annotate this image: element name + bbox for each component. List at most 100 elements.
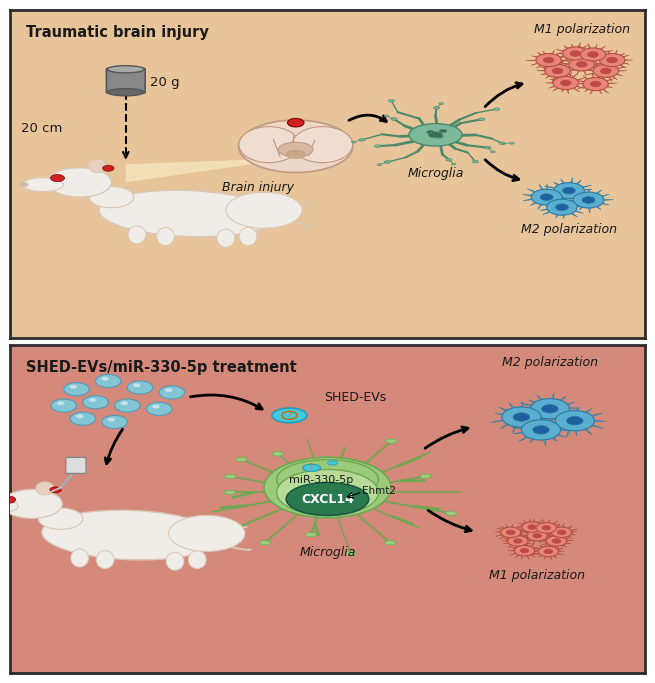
Polygon shape — [539, 184, 544, 191]
Ellipse shape — [439, 102, 443, 104]
Polygon shape — [512, 425, 518, 433]
Ellipse shape — [88, 159, 106, 173]
Circle shape — [288, 118, 304, 127]
Polygon shape — [519, 436, 530, 441]
Polygon shape — [538, 417, 552, 418]
Polygon shape — [575, 206, 586, 207]
Polygon shape — [536, 531, 542, 533]
Text: ?: ? — [288, 411, 291, 420]
Polygon shape — [554, 64, 559, 68]
Polygon shape — [563, 537, 565, 540]
Polygon shape — [563, 60, 572, 63]
Polygon shape — [573, 204, 580, 208]
Polygon shape — [518, 528, 526, 531]
Polygon shape — [523, 531, 530, 534]
FancyBboxPatch shape — [66, 458, 86, 473]
Polygon shape — [599, 194, 609, 197]
Polygon shape — [518, 534, 525, 535]
Circle shape — [567, 417, 583, 425]
Polygon shape — [601, 76, 605, 82]
Polygon shape — [548, 192, 557, 194]
Polygon shape — [126, 158, 295, 182]
Polygon shape — [536, 395, 544, 402]
Polygon shape — [575, 83, 585, 84]
Circle shape — [20, 182, 28, 187]
Polygon shape — [552, 76, 556, 82]
Polygon shape — [608, 60, 611, 66]
Text: Microglia: Microglia — [407, 167, 464, 180]
Polygon shape — [515, 535, 520, 539]
Polygon shape — [559, 524, 561, 528]
Polygon shape — [527, 540, 534, 541]
Polygon shape — [540, 543, 549, 545]
Polygon shape — [548, 85, 557, 88]
Circle shape — [582, 197, 595, 204]
Polygon shape — [519, 545, 520, 548]
Polygon shape — [550, 535, 556, 539]
Polygon shape — [553, 202, 559, 206]
Polygon shape — [572, 87, 580, 92]
Polygon shape — [575, 80, 586, 83]
Ellipse shape — [39, 508, 83, 529]
Polygon shape — [545, 537, 553, 539]
Circle shape — [552, 539, 561, 543]
Polygon shape — [558, 55, 569, 58]
Polygon shape — [550, 544, 552, 547]
Polygon shape — [553, 410, 564, 415]
Circle shape — [593, 64, 618, 77]
Polygon shape — [540, 538, 549, 540]
Polygon shape — [591, 66, 599, 69]
Polygon shape — [527, 539, 532, 542]
Polygon shape — [591, 62, 599, 67]
Circle shape — [552, 68, 563, 74]
Ellipse shape — [219, 531, 230, 535]
Ellipse shape — [272, 451, 284, 456]
Polygon shape — [521, 404, 534, 406]
Circle shape — [76, 415, 84, 419]
Polygon shape — [553, 61, 556, 66]
Polygon shape — [559, 60, 569, 61]
Polygon shape — [601, 62, 604, 66]
Polygon shape — [532, 548, 538, 549]
Polygon shape — [569, 533, 576, 535]
Polygon shape — [592, 64, 603, 65]
Ellipse shape — [433, 107, 440, 109]
Polygon shape — [567, 66, 576, 69]
Circle shape — [513, 413, 530, 421]
Polygon shape — [569, 68, 575, 72]
Polygon shape — [523, 520, 528, 524]
Polygon shape — [537, 52, 543, 56]
Polygon shape — [601, 64, 607, 68]
Ellipse shape — [286, 483, 369, 516]
Polygon shape — [555, 214, 559, 218]
Circle shape — [533, 426, 549, 434]
Polygon shape — [584, 88, 590, 92]
Polygon shape — [531, 404, 541, 410]
Ellipse shape — [276, 469, 379, 516]
Circle shape — [50, 174, 64, 182]
Ellipse shape — [128, 226, 146, 244]
Circle shape — [115, 399, 140, 412]
Circle shape — [50, 487, 62, 492]
Polygon shape — [562, 523, 564, 528]
Polygon shape — [527, 189, 537, 193]
Circle shape — [580, 48, 606, 61]
Ellipse shape — [71, 549, 88, 567]
Polygon shape — [578, 46, 587, 51]
Polygon shape — [555, 55, 566, 59]
Polygon shape — [567, 526, 572, 529]
Text: 20 g: 20 g — [149, 76, 179, 89]
Circle shape — [553, 76, 578, 89]
Circle shape — [121, 402, 128, 405]
Polygon shape — [541, 204, 550, 206]
Ellipse shape — [445, 511, 457, 516]
Polygon shape — [604, 54, 613, 55]
Text: M1 polarization: M1 polarization — [489, 570, 585, 583]
Polygon shape — [573, 201, 582, 204]
Polygon shape — [584, 48, 594, 51]
Polygon shape — [622, 62, 629, 64]
Circle shape — [588, 52, 599, 57]
Polygon shape — [570, 531, 578, 532]
Polygon shape — [546, 64, 551, 67]
Polygon shape — [548, 529, 554, 531]
